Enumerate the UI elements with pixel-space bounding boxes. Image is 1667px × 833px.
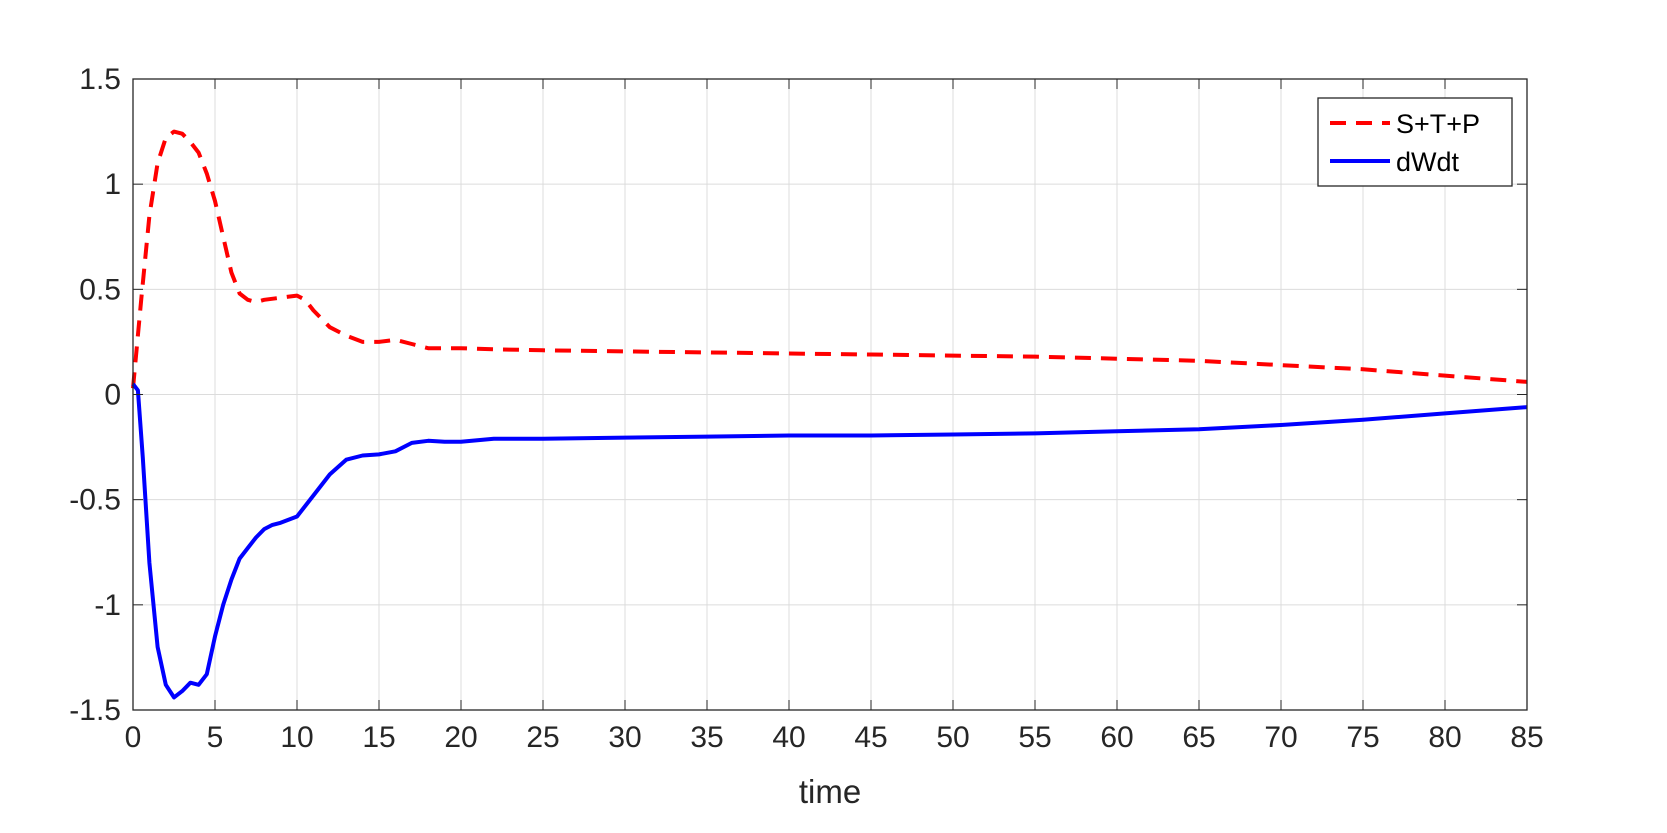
y-tick-label: 0.5 xyxy=(79,273,121,306)
x-tick-label: 50 xyxy=(936,721,969,754)
y-tick-label: -1 xyxy=(94,589,121,622)
x-tick-label: 75 xyxy=(1346,721,1379,754)
x-tick-label: 15 xyxy=(362,721,395,754)
x-tick-label: 0 xyxy=(125,721,142,754)
x-tick-label: 85 xyxy=(1510,721,1543,754)
legend: S+T+P dWdt xyxy=(1317,97,1513,187)
x-tick-label: 20 xyxy=(444,721,477,754)
y-tick-label: 1.5 xyxy=(79,63,121,96)
legend-box xyxy=(1317,97,1513,187)
x-tick-label: 70 xyxy=(1264,721,1297,754)
x-tick-label: 80 xyxy=(1428,721,1461,754)
legend-label-1: S+T+P xyxy=(1396,109,1480,139)
y-tick-label: -1.5 xyxy=(69,694,121,727)
y-tick-label: 0 xyxy=(104,379,121,412)
x-tick-label: 5 xyxy=(207,721,224,754)
y-tick-label: -0.5 xyxy=(69,484,121,517)
series-layer xyxy=(131,129,1528,700)
x-tick-label: 30 xyxy=(608,721,641,754)
legend-label-2: dWdt xyxy=(1396,147,1460,177)
x-tick-label: 10 xyxy=(280,721,313,754)
x-tick-label: 60 xyxy=(1100,721,1133,754)
x-tick-label: 25 xyxy=(526,721,559,754)
plot-frame xyxy=(132,78,1528,711)
x-tick-label: 65 xyxy=(1182,721,1215,754)
series-line-1 xyxy=(131,129,1528,389)
tick-labels: 0 5 10 15 20 25 30 35 40 45 50 55 60 65 70 75 80 85-1.5-1… xyxy=(69,63,1543,754)
x-tick-label: 40 xyxy=(772,721,805,754)
x-tick-label: 45 xyxy=(854,721,887,754)
x-axis-title: time xyxy=(799,773,861,810)
x-tick-label: 55 xyxy=(1018,721,1051,754)
y-tick-label: 1 xyxy=(104,168,121,201)
x-tick-label: 35 xyxy=(690,721,723,754)
series-line-2 xyxy=(131,382,1528,700)
